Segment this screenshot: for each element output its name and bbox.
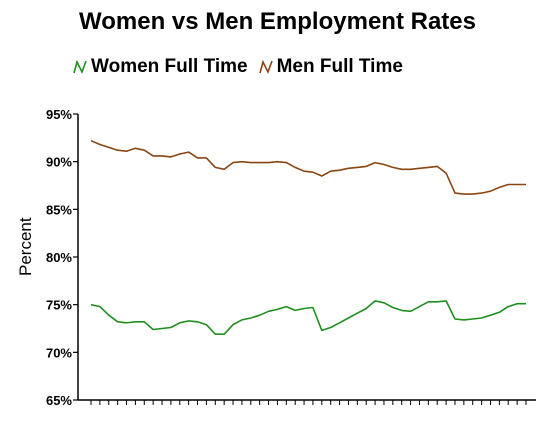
- legend-item-men: Men Full Time: [258, 56, 403, 78]
- y-tick-label: 90%: [46, 155, 72, 170]
- y-tick-label: 65%: [46, 393, 72, 408]
- y-tick-label: 95%: [46, 107, 72, 122]
- series-line-men-full-time: [90, 139, 526, 195]
- chart-legend: Women Full Time Men Full Time: [72, 56, 403, 78]
- chart-title: Women vs Men Employment Rates: [79, 8, 476, 35]
- series-line-women-full-time: [90, 300, 526, 336]
- legend-swatch-men: [258, 59, 273, 75]
- legend-item-women: Women Full Time: [72, 56, 248, 78]
- y-tick-label: 70%: [46, 345, 72, 360]
- legend-swatch-women: [73, 59, 87, 75]
- legend-label-men: Men Full Time: [276, 56, 403, 77]
- chart-series-layer: [90, 139, 526, 336]
- chart-axes: 65% 70% 75% 80% 85% 90% 95%: [46, 107, 536, 408]
- y-tick-label: 85%: [46, 202, 72, 217]
- y-tick-label: 80%: [46, 250, 72, 265]
- legend-label-women: Women Full Time: [91, 56, 248, 77]
- y-tick-label: 75%: [46, 298, 72, 313]
